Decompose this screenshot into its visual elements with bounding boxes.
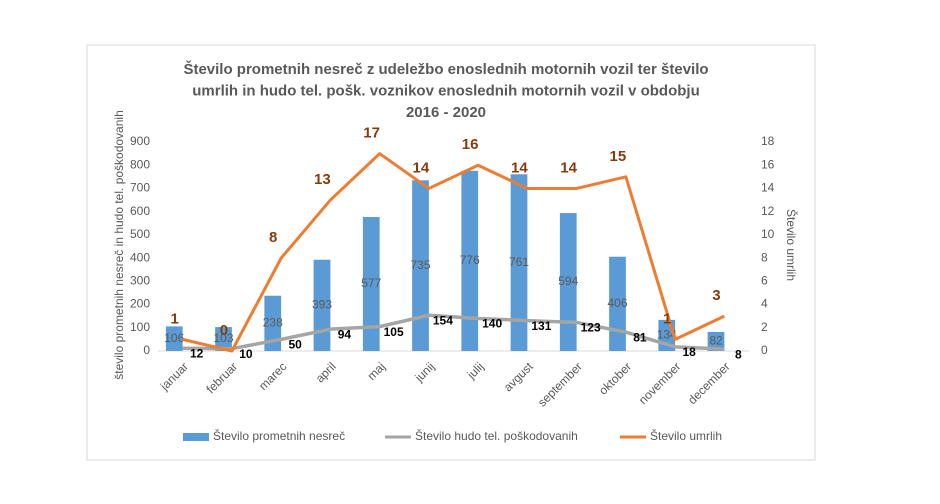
line-value-label: 94 xyxy=(338,327,352,341)
line-value-label: 123 xyxy=(581,321,601,335)
y2-tick-label: 14 xyxy=(761,181,775,195)
chart-title: umrlih in hudo tel. pošk. voznikov enosl… xyxy=(192,82,700,99)
y2-tick-label: 16 xyxy=(761,157,775,171)
y-tick-label: 300 xyxy=(130,274,150,288)
y2-tick-label: 4 xyxy=(761,297,768,311)
line-value-label: 13 xyxy=(314,171,331,188)
bar xyxy=(609,256,626,351)
bar-value-label: 776 xyxy=(460,253,480,267)
bar-value-label: 106 xyxy=(164,331,184,345)
chart-frame xyxy=(86,44,816,461)
line-value-label: 14 xyxy=(413,159,430,176)
y-tick-label: 200 xyxy=(130,297,150,311)
bar xyxy=(362,217,380,351)
bar-value-label: 735 xyxy=(410,258,430,272)
y-tick-label: 900 xyxy=(130,134,150,148)
line-value-label: 131 xyxy=(531,319,551,333)
line-value-label: 12 xyxy=(190,346,204,360)
line-value-label: 17 xyxy=(363,125,380,142)
chart-title: Število prometnih nesreč z udeležbo enos… xyxy=(183,60,708,78)
y-tick-label: 0 xyxy=(143,343,150,357)
legend-label: Število prometnih nesreč xyxy=(213,428,345,443)
y2-tick-label: 2 xyxy=(761,320,768,334)
line-value-label: 14 xyxy=(560,159,577,176)
bar xyxy=(559,213,577,351)
line-value-label: 15 xyxy=(610,148,627,165)
bar-value-label: 406 xyxy=(607,296,627,310)
bar xyxy=(707,331,725,351)
bar xyxy=(215,327,232,351)
legend-swatch xyxy=(183,433,209,441)
y2-tick-label: 6 xyxy=(761,274,768,288)
line-value-label: 1 xyxy=(170,310,178,327)
bar xyxy=(510,174,528,351)
bar-value-label: 393 xyxy=(312,298,332,312)
line-value-label: 154 xyxy=(433,313,453,327)
line xyxy=(182,152,726,353)
line-value-label: 105 xyxy=(384,325,404,339)
bar-value-label: 761 xyxy=(509,255,529,269)
bar-value-label: 238 xyxy=(263,316,283,330)
bar-value-label: 103 xyxy=(213,331,233,345)
y2-tick-label: 12 xyxy=(761,204,775,218)
y-tick-label: 600 xyxy=(130,204,150,218)
line-value-label: 140 xyxy=(482,317,502,331)
line-value-label: 16 xyxy=(462,136,479,153)
y2-tick-label: 0 xyxy=(761,343,768,357)
y-tick-label: 400 xyxy=(130,250,150,264)
line-value-label: 10 xyxy=(239,347,253,361)
bar xyxy=(165,326,183,351)
y2-tick-label: 10 xyxy=(761,227,775,241)
y2-tick-label: 8 xyxy=(761,250,768,264)
chart-title: 2016 - 2020 xyxy=(406,104,486,121)
line xyxy=(182,313,725,351)
line-value-label: 0 xyxy=(220,322,228,339)
bar xyxy=(313,259,331,351)
y-axis-label: število prometnih nesreč in hudo tel. po… xyxy=(112,110,126,380)
line-value-label: 50 xyxy=(288,338,302,352)
line-value-label: 8 xyxy=(269,229,277,246)
bar-value-label: 594 xyxy=(558,274,578,288)
y-tick-label: 700 xyxy=(130,181,150,195)
bar xyxy=(264,295,282,351)
y-tick-label: 100 xyxy=(130,320,150,334)
line-value-label: 14 xyxy=(511,159,528,176)
line-value-label: 18 xyxy=(682,345,696,359)
y2-axis-label: Število umrlih xyxy=(784,209,799,281)
bar xyxy=(412,180,429,351)
line-value-label: 3 xyxy=(712,287,720,304)
legend-label: Število umrlih xyxy=(650,428,722,443)
bar-value-label: 577 xyxy=(361,276,381,290)
bar xyxy=(461,170,479,351)
legend-label: Število hudo tel. poškodovanih xyxy=(415,428,578,443)
y-tick-label: 500 xyxy=(130,227,150,241)
line-value-label: 81 xyxy=(633,330,647,344)
y2-tick-label: 18 xyxy=(761,134,775,148)
line-value-label: 1 xyxy=(663,310,671,327)
line-value-label: 8 xyxy=(735,347,742,361)
bar-value-label: 82 xyxy=(709,334,723,348)
y-tick-label: 800 xyxy=(130,157,150,171)
